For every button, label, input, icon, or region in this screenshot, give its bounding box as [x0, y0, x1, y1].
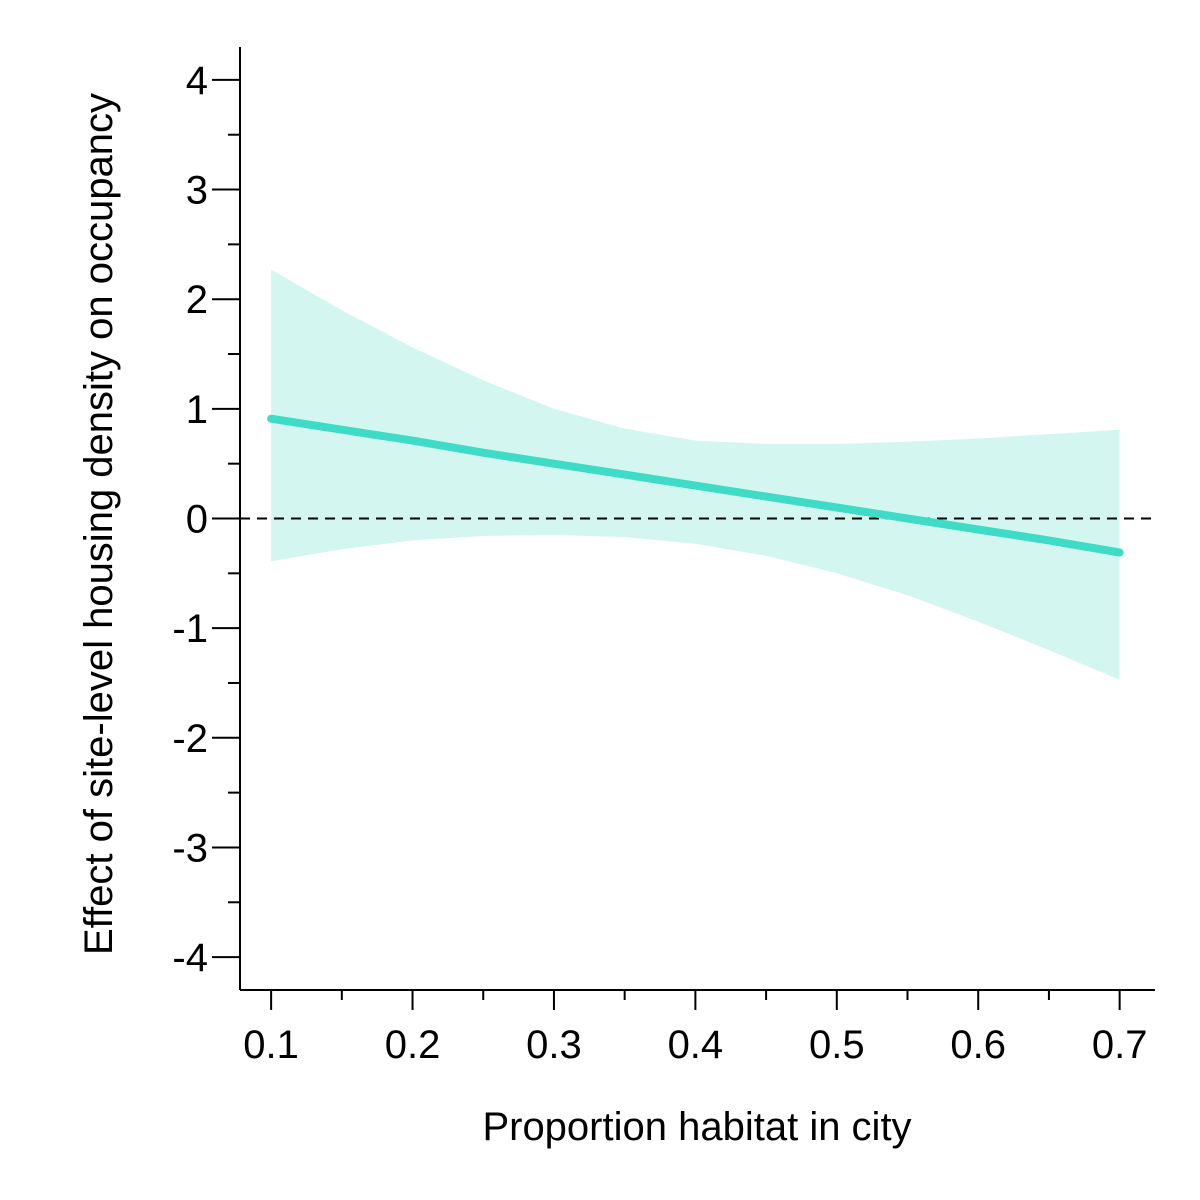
- effect-line-layer: [267, 414, 1124, 557]
- x-tick-label: 0.1: [243, 1023, 299, 1067]
- x-tick-label: 0.3: [526, 1023, 582, 1067]
- axes-layer: 4 3 2 1 0 -1 -2 -3 -4 0.1 0.2 0.3 0.4 0.5 0.6 0.7: [172, 47, 1155, 1067]
- x-tick-label: 0.4: [668, 1023, 724, 1067]
- x-tick-label: 0.6: [950, 1023, 1006, 1067]
- y-tick-label: -3: [172, 826, 208, 870]
- y-tick-label: 2: [186, 278, 208, 322]
- y-tick-label: -4: [172, 936, 208, 980]
- y-tick-label: -2: [172, 717, 208, 761]
- y-tick-label: 0: [186, 498, 208, 542]
- effect-line: [267, 414, 1124, 557]
- x-tick-label: 0.2: [385, 1023, 441, 1067]
- y-tick-label: 1: [186, 388, 208, 432]
- y-tick-label: -1: [172, 607, 208, 651]
- y-axis-title: Effect of site-level housing density on …: [77, 93, 121, 955]
- confidence-band: [271, 269, 1120, 680]
- y-tick-label: 4: [186, 59, 208, 103]
- x-tick-label: 0.5: [809, 1023, 865, 1067]
- confidence-band-layer: [271, 269, 1120, 680]
- y-tick-label: 3: [186, 169, 208, 213]
- x-tick-label: 0.7: [1092, 1023, 1148, 1067]
- x-axis-title: Proportion habitat in city: [482, 1105, 911, 1149]
